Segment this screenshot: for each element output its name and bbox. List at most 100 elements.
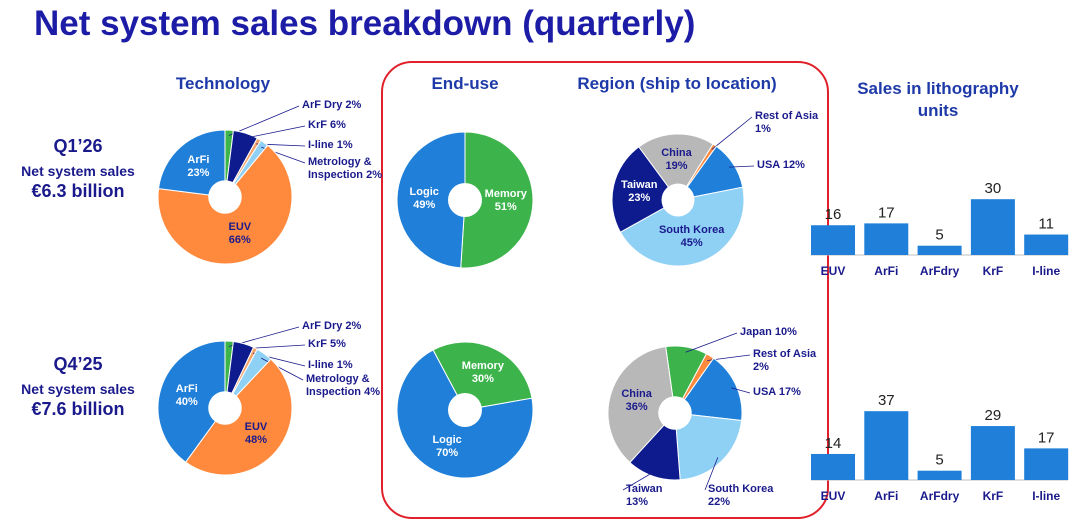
slice-name: I-line	[308, 139, 334, 151]
slice-label: I-line 1%	[308, 139, 388, 152]
column-header: Sales in lithography units	[857, 79, 1019, 120]
slice-value: 1%	[336, 139, 353, 151]
column-header: Technology	[175, 74, 271, 93]
slice-name: Taiwan	[626, 483, 663, 495]
slice-name: KrF	[308, 119, 327, 131]
slice-label: ArF Dry 2%	[302, 320, 422, 333]
bar-value-label: 30	[985, 180, 1002, 197]
bar	[864, 223, 909, 255]
slice-name: Logic	[409, 185, 439, 198]
slice-label: Taiwan 23%	[621, 179, 657, 205]
slice-value: 1%	[336, 359, 353, 371]
column-header: Region (ship to location)	[577, 74, 777, 93]
slice-value: 12%	[782, 159, 805, 171]
slice-label: China 36%	[621, 388, 652, 414]
amount: €6.3 billion	[31, 181, 125, 201]
slice-label: ArFi 40%	[176, 383, 198, 409]
x-tick-label: ArFdry	[920, 264, 960, 278]
slice-label: Taiwan 13%	[626, 483, 666, 509]
slice-value: 66%	[228, 234, 251, 247]
leader-line	[704, 457, 719, 491]
slice-name: Metrology & Inspection	[308, 156, 372, 181]
slice-value: 1%	[755, 123, 771, 135]
slice-label: Japan 10%	[740, 326, 830, 339]
donut-hole	[208, 180, 242, 214]
slice-value: 23%	[187, 166, 210, 179]
bar	[970, 199, 1015, 255]
slice-name: KrF	[308, 338, 327, 350]
slice-value: 2%	[366, 169, 382, 181]
x-tick-label: I-line	[1032, 489, 1060, 503]
slice-label: USA 12%	[757, 159, 837, 172]
bar-value-label: 11	[1038, 216, 1054, 233]
slice-value: 2%	[345, 320, 362, 332]
pie-slice	[460, 131, 534, 269]
slice-name: USA	[753, 386, 776, 398]
bar-value-label: 5	[935, 227, 943, 244]
pie-slice	[629, 411, 681, 481]
bar	[864, 411, 909, 480]
leader-line	[622, 470, 656, 491]
slice-value: 6%	[330, 119, 346, 131]
donut-hole	[661, 183, 695, 217]
slice-name: ArFi	[175, 382, 198, 395]
slice-value: 45%	[680, 237, 703, 250]
slice-value: 48%	[244, 433, 267, 446]
slice-value: 40%	[175, 395, 198, 408]
slice-name: I-line	[308, 359, 334, 371]
caption: Net system sales	[21, 381, 135, 397]
slice-name: Rest of Asia	[753, 348, 817, 360]
leader-line	[731, 387, 751, 394]
slice-value: 13%	[626, 496, 649, 508]
pie-slice	[432, 341, 533, 411]
slice-label: EUV 48%	[245, 421, 268, 447]
column-header: End-use	[431, 74, 499, 93]
pie-slice	[638, 133, 714, 201]
slice-value: 23%	[628, 191, 651, 204]
slice-value: 22%	[708, 496, 731, 508]
leader-line	[228, 105, 300, 136]
slice-name: EUV	[228, 221, 252, 234]
slice-label: EUV 66%	[228, 221, 251, 247]
slice-label: Metrology & Inspection 2%	[308, 156, 396, 182]
caption: Net system sales	[21, 163, 135, 179]
slice-name: Memory	[461, 360, 504, 373]
pie-slice	[674, 357, 743, 422]
highlight-box	[381, 61, 829, 519]
slice-label: China 19%	[661, 147, 692, 173]
slice-name: South Korea	[658, 224, 725, 237]
slice-label: Rest of Asia 1%	[755, 110, 830, 136]
bar-value-label: 16	[825, 206, 842, 223]
slice-name: USA	[757, 159, 780, 171]
slice-value: 4%	[364, 386, 380, 398]
quarter: Q1’26	[53, 136, 103, 156]
slice-label: Memory 51%	[485, 188, 527, 214]
pie-slice	[157, 340, 226, 463]
donut-hole	[448, 393, 482, 427]
slide-title: Net system sales breakdown (quarterly)	[34, 4, 696, 43]
slice-label: ArFi 23%	[187, 154, 209, 180]
amount: €7.6 billion	[31, 399, 125, 419]
slice-name: Rest of Asia	[755, 110, 819, 122]
pie-slice	[611, 146, 679, 233]
bar	[1024, 448, 1069, 480]
leader-line	[685, 332, 738, 353]
bar	[917, 470, 962, 480]
slice-label: Logic 70%	[432, 434, 461, 460]
slice-name: ArF Dry	[302, 99, 343, 111]
slice-value: 51%	[494, 201, 517, 214]
slice-label: Logic 49%	[410, 186, 439, 212]
slice-value: 2%	[753, 361, 769, 373]
slice-value: 10%	[774, 326, 797, 338]
bar-value-label: 17	[878, 204, 895, 221]
slice-label: Metrology & Inspection 4%	[306, 373, 394, 399]
bar-value-label: 29	[985, 407, 1002, 424]
quarter-label: Q4’25 Net system sales €7.6 billion	[21, 354, 135, 420]
pie-slice	[157, 129, 226, 198]
slice-value: 30%	[471, 373, 494, 386]
slice-name: China	[661, 147, 692, 160]
x-tick-label: I-line	[1032, 264, 1060, 278]
slice-name: South Korea	[708, 483, 774, 495]
slice-value: 5%	[330, 338, 346, 350]
